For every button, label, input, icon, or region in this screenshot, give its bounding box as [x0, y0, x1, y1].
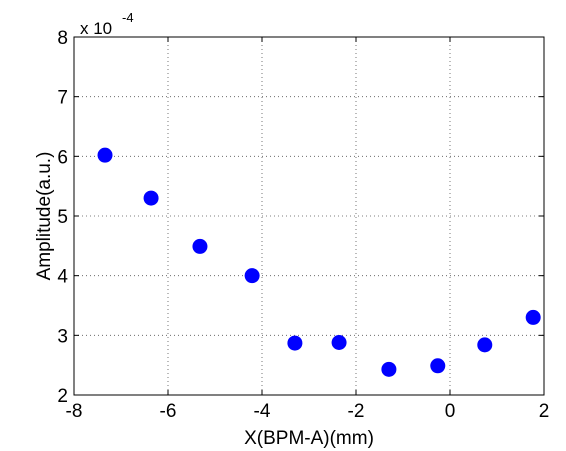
- x-tick-label: -2: [348, 401, 365, 422]
- y-tick-label: 4: [57, 267, 68, 288]
- point: [244, 268, 260, 284]
- y-tick-label: 7: [57, 88, 68, 109]
- x-tick-label: -8: [66, 401, 83, 422]
- point: [525, 309, 541, 325]
- x-tick-label: 0: [445, 401, 456, 422]
- y-tick-label: 3: [57, 326, 68, 347]
- x-axis-label: X(BPM-A)(mm): [244, 428, 374, 449]
- point: [143, 190, 159, 206]
- y-exponent: -4: [122, 10, 134, 25]
- y-tick-label: 8: [57, 28, 68, 49]
- point: [97, 147, 113, 163]
- y-axis-label: Amplitude(a.u.): [34, 152, 55, 281]
- point: [287, 335, 303, 351]
- x-tick-label: 2: [539, 401, 550, 422]
- y-tick-label: 5: [57, 207, 68, 228]
- point: [192, 238, 208, 254]
- plot-area: [74, 37, 544, 395]
- axes-box: [73, 36, 545, 396]
- point: [331, 334, 347, 350]
- point: [381, 361, 397, 377]
- y-tick-label: 2: [57, 386, 68, 407]
- x-tick-label: -4: [254, 401, 271, 422]
- y-multiplier: x 10: [80, 19, 112, 38]
- y-tick-label: 6: [57, 147, 68, 168]
- x-tick-label: -6: [160, 401, 177, 422]
- point: [477, 337, 493, 353]
- point: [430, 358, 446, 374]
